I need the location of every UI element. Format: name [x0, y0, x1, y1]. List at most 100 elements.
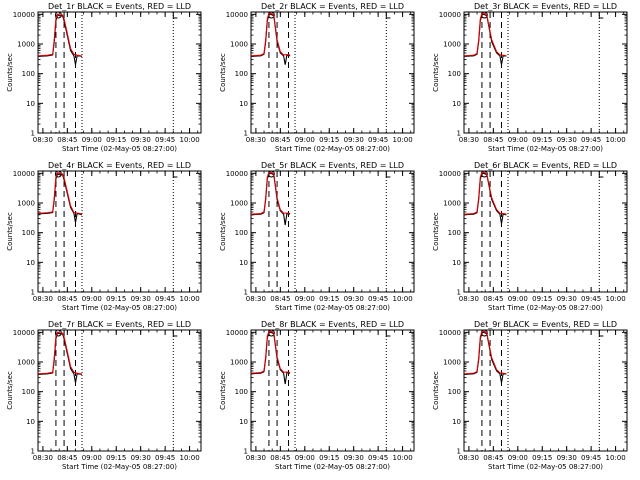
- x-tick-label: 08:45: [57, 136, 77, 144]
- x-tick-label: 09:00: [508, 454, 528, 462]
- chart-title: Det_7r BLACK = Events, RED = LLD: [48, 320, 191, 329]
- chart-panel: Det_5r BLACK = Events, RED = LLD 1 10 100 10…: [219, 161, 415, 312]
- plot-frame: [463, 11, 628, 134]
- y-tick-label: 10000: [226, 170, 248, 178]
- chart-panel: Det_6r BLACK = Events, RED = LLD 1 10 100 10…: [432, 161, 628, 312]
- x-tick-label: 08:45: [57, 295, 77, 303]
- events-series-line: [464, 172, 507, 224]
- chart-panel: Det_9r BLACK = Events, RED = LLD 1 10 100 10…: [432, 320, 628, 471]
- y-tick-label: 1: [31, 130, 35, 138]
- x-tick-label: 09:15: [319, 454, 339, 462]
- x-tick-label: 08:30: [246, 295, 266, 303]
- y-tick-label: 1: [457, 448, 461, 456]
- chart-panel: Det_4r BLACK = Events, RED = LLD 1 10 100 10…: [6, 161, 202, 312]
- x-tick-label: 09:00: [295, 136, 315, 144]
- x-axis-label: Start Time (02-May-05 08:27:00): [275, 145, 390, 153]
- x-tick-label: 09:30: [557, 295, 577, 303]
- y-axis-label: Counts/sec: [219, 53, 227, 92]
- y-axis-label: Counts/sec: [432, 53, 440, 92]
- x-tick-label: 09:45: [155, 454, 175, 462]
- x-tick-label: 09:30: [344, 295, 364, 303]
- y-tick-label: 1: [244, 130, 248, 138]
- interval-end-marker: [172, 12, 178, 19]
- x-tick-label: 10:00: [179, 295, 199, 303]
- events-series-line: [251, 172, 291, 226]
- y-tick-label: 10: [452, 418, 461, 426]
- chart-title: Det_9r BLACK = Events, RED = LLD: [474, 320, 617, 329]
- x-tick-label: 09:00: [295, 295, 315, 303]
- x-tick-label: 09:45: [155, 136, 175, 144]
- y-tick-label: 1000: [17, 41, 35, 49]
- interval-end-marker: [385, 171, 391, 178]
- x-tick-label: 08:30: [246, 136, 266, 144]
- chart-panel: Det_7r BLACK = Events, RED = LLD 1 10 100 10…: [6, 320, 202, 471]
- x-tick-label: 09:15: [106, 136, 126, 144]
- plot-frame: [250, 170, 415, 293]
- x-tick-label: 08:45: [270, 454, 290, 462]
- plot-frame: [250, 329, 415, 452]
- y-axis-label: Counts/sec: [432, 371, 440, 410]
- y-tick-label: 1000: [230, 359, 248, 367]
- x-tick-label: 09:00: [508, 295, 528, 303]
- y-tick-label: 1000: [443, 200, 461, 208]
- y-tick-label: 1000: [230, 41, 248, 49]
- y-tick-label: 100: [22, 229, 35, 237]
- x-tick-label: 08:45: [483, 295, 503, 303]
- x-axis-label: Start Time (02-May-05 08:27:00): [488, 304, 603, 312]
- events-series-line: [38, 332, 83, 383]
- x-tick-label: 09:45: [368, 136, 388, 144]
- x-tick-label: 09:30: [344, 136, 364, 144]
- chart-title: Det_3r BLACK = Events, RED = LLD: [474, 2, 617, 11]
- y-tick-label: 10: [239, 418, 248, 426]
- y-tick-label: 10000: [226, 11, 248, 19]
- y-axis-label: Counts/sec: [219, 371, 227, 410]
- chart-title: Det_5r BLACK = Events, RED = LLD: [261, 161, 404, 170]
- x-axis-label: Start Time (02-May-05 08:27:00): [275, 304, 390, 312]
- y-tick-label: 10: [452, 259, 461, 267]
- x-tick-label: 08:30: [33, 454, 53, 462]
- y-tick-label: 10: [26, 259, 35, 267]
- events-series-line: [38, 14, 83, 65]
- x-tick-label: 09:45: [581, 454, 601, 462]
- y-tick-label: 10000: [226, 329, 248, 337]
- x-tick-label: 09:45: [581, 136, 601, 144]
- y-tick-label: 100: [448, 388, 461, 396]
- lld-series-line: [464, 330, 507, 375]
- y-tick-label: 10000: [13, 170, 35, 178]
- x-tick-label: 09:15: [319, 295, 339, 303]
- y-tick-label: 1000: [230, 200, 248, 208]
- chart-title: Det_4r BLACK = Events, RED = LLD: [48, 161, 191, 170]
- events-series-line: [251, 331, 291, 385]
- x-tick-label: 10:00: [392, 295, 412, 303]
- y-tick-label: 10000: [439, 170, 461, 178]
- x-tick-label: 09:30: [131, 295, 151, 303]
- x-tick-label: 08:45: [57, 454, 77, 462]
- x-tick-label: 10:00: [605, 454, 625, 462]
- y-axis-label: Counts/sec: [6, 212, 14, 251]
- plot-frame: [463, 329, 628, 452]
- x-axis-label: Start Time (02-May-05 08:27:00): [275, 463, 390, 471]
- x-tick-label: 09:45: [368, 295, 388, 303]
- events-series-line: [38, 173, 83, 223]
- y-tick-label: 1000: [17, 200, 35, 208]
- interval-end-marker: [598, 330, 604, 337]
- x-tick-label: 09:00: [82, 136, 102, 144]
- x-tick-label: 10:00: [392, 136, 412, 144]
- x-axis-label: Start Time (02-May-05 08:27:00): [488, 145, 603, 153]
- x-tick-label: 08:45: [270, 136, 290, 144]
- y-tick-label: 100: [448, 229, 461, 237]
- chart-title: Det_2r BLACK = Events, RED = LLD: [261, 2, 404, 11]
- x-tick-label: 10:00: [605, 295, 625, 303]
- x-tick-label: 08:30: [459, 454, 479, 462]
- chart-title: Det_8r BLACK = Events, RED = LLD: [261, 320, 404, 329]
- y-tick-label: 10000: [439, 329, 461, 337]
- y-tick-label: 100: [22, 70, 35, 78]
- x-tick-label: 09:30: [131, 136, 151, 144]
- events-series-line: [464, 331, 507, 383]
- x-axis-label: Start Time (02-May-05 08:27:00): [62, 304, 177, 312]
- x-tick-label: 09:00: [295, 454, 315, 462]
- plot-frame: [250, 11, 415, 134]
- x-tick-label: 10:00: [179, 136, 199, 144]
- chart-title: Det_1r BLACK = Events, RED = LLD: [48, 2, 191, 11]
